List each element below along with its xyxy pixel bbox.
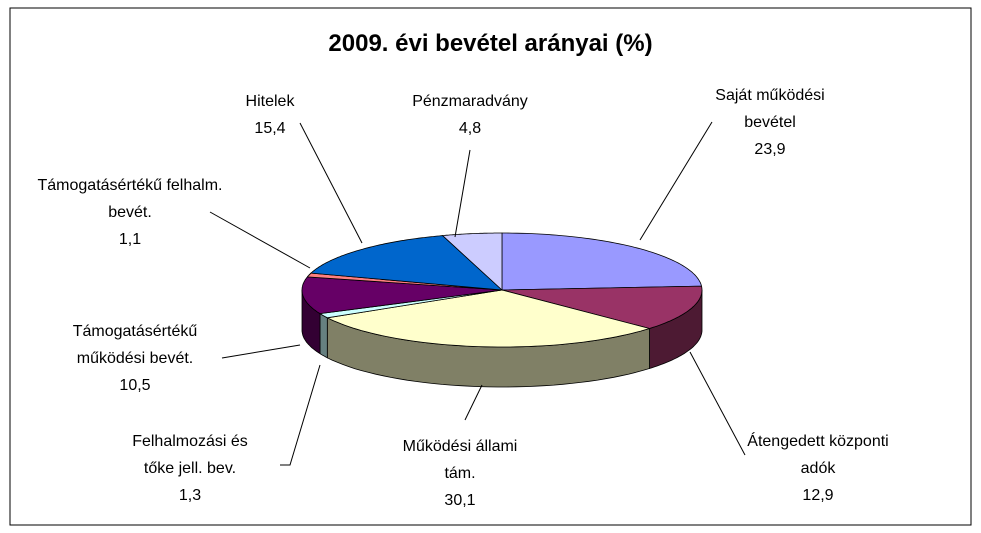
- category-label: Felhalmozási és tőke jell. bev.: [132, 433, 248, 477]
- category-label: Működési állami tám.: [402, 438, 518, 482]
- data-label: Saját működési bevétel 23,9: [695, 82, 845, 163]
- category-label: Támogatásértékű felhalm. bevét.: [37, 177, 223, 221]
- leader-line: [464, 384, 483, 421]
- slice-side: [319, 312, 328, 359]
- leader-line: [209, 211, 311, 269]
- value-label: 23,9: [754, 141, 786, 158]
- category-label: Saját működési bevétel: [715, 87, 825, 131]
- leader-line: [221, 344, 301, 359]
- value-label: 1,1: [118, 231, 142, 248]
- value-label: 15,4: [254, 120, 286, 137]
- data-label: Pénzmaradvány 4,8: [380, 88, 560, 142]
- leader-line: [639, 121, 713, 241]
- leader-line: [280, 364, 321, 466]
- slice: [325, 289, 651, 348]
- category-label: Hitelek: [245, 93, 295, 110]
- slice: [310, 235, 504, 291]
- data-label: Támogatásértékű felhalm. bevét. 1,1: [35, 172, 225, 253]
- value-label: 30,1: [444, 492, 476, 509]
- value-label: 1,3: [178, 487, 202, 504]
- data-label: Hitelek 15,4: [220, 88, 320, 142]
- leader-line: [454, 149, 471, 238]
- data-label: Átengedett központi adók 12,9: [728, 428, 908, 509]
- data-label: Működési állami tám. 30,1: [385, 433, 535, 514]
- slice: [441, 232, 503, 291]
- data-label: Támogatásértékű működési bevét. 10,5: [40, 318, 230, 399]
- category-label: Pénzmaradvány: [412, 93, 528, 110]
- slice: [501, 232, 703, 291]
- value-label: 4,8: [458, 120, 482, 137]
- leader-line: [299, 122, 363, 244]
- category-label: Támogatásértékű működési bevét.: [72, 323, 198, 367]
- data-label: Felhalmozási és tőke jell. bev. 1,3: [120, 428, 260, 509]
- chart-frame: [9, 7, 972, 526]
- value-label: 12,9: [802, 487, 834, 504]
- category-label: Átengedett központi adók: [747, 433, 889, 477]
- leader-line: [689, 351, 746, 456]
- chart-title: 2009. évi bevétel arányai (%): [328, 30, 653, 57]
- value-label: 10,5: [119, 377, 151, 394]
- slice: [501, 285, 703, 329]
- slice: [319, 289, 503, 319]
- slice: [301, 276, 503, 315]
